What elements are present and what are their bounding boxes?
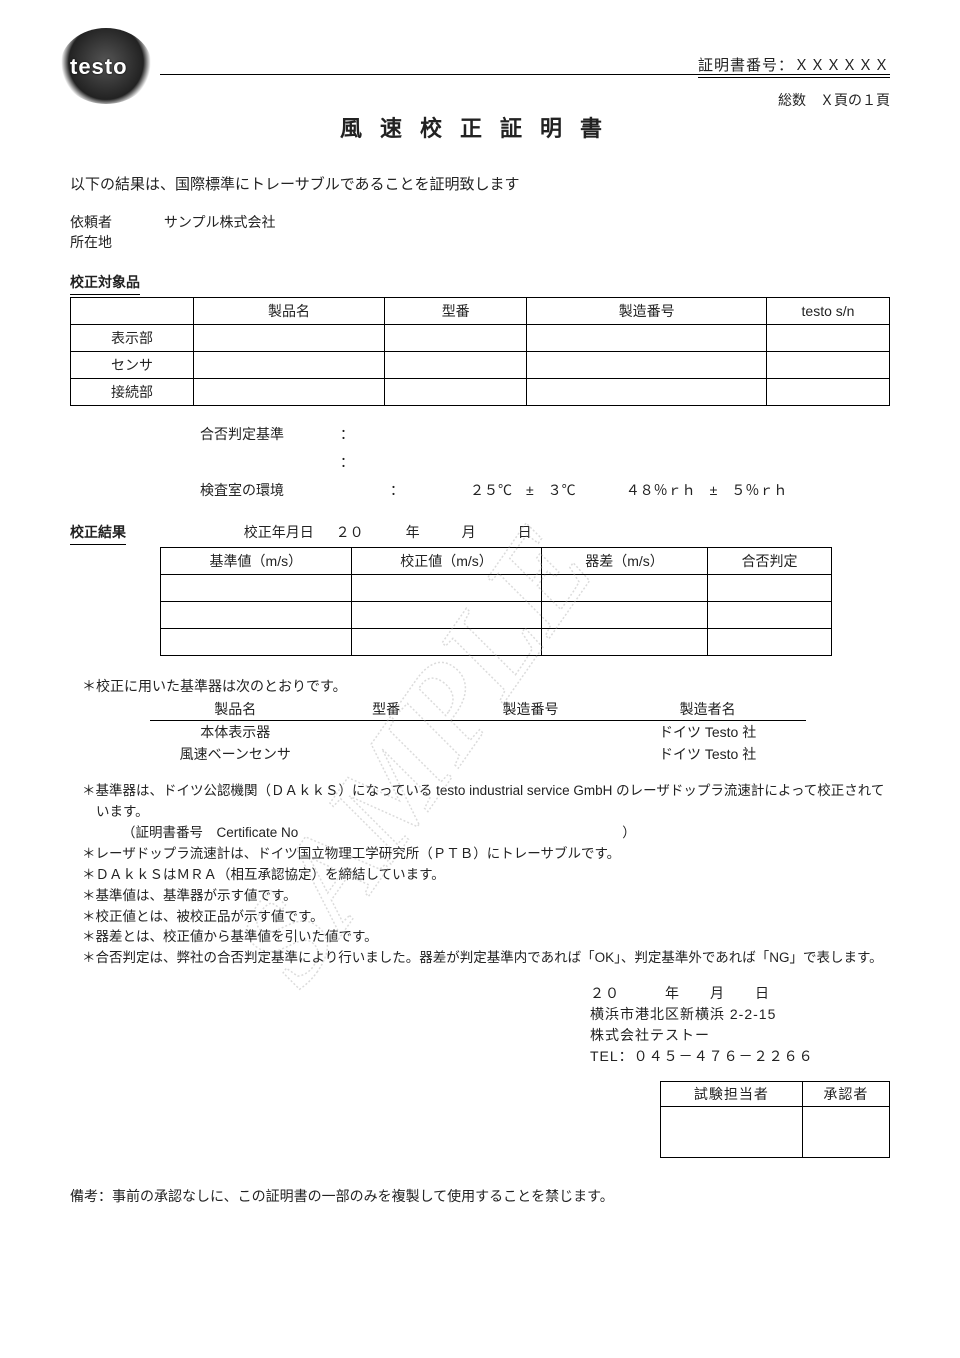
cell bbox=[767, 379, 890, 406]
page-count: 総数 Ｘ頁の１頁 bbox=[698, 90, 890, 110]
note-item: ＊器差とは、校正値から基準値を引いた値です。 bbox=[82, 927, 890, 948]
ref-maker: ドイツ Testo 社 bbox=[609, 743, 806, 765]
notes-block: ＊基準器は、ドイツ公認機関（ＤＡｋｋＳ）になっている testo industr… bbox=[82, 781, 890, 969]
cell bbox=[194, 325, 385, 352]
cal-date-label: 校正年月日 bbox=[244, 524, 314, 540]
note-item: ＊基準器は、ドイツ公認機関（ＤＡｋｋＳ）になっている testo industr… bbox=[82, 781, 890, 823]
ref-maker: ドイツ Testo 社 bbox=[609, 721, 806, 744]
note-item: ＊基準値は、基準器が示す値です。 bbox=[82, 886, 890, 907]
table-row: 風速ベーンセンサ ドイツ Testo 社 bbox=[150, 743, 806, 765]
results-header-ref: 基準値（m/s） bbox=[161, 548, 352, 575]
row-label: 接続部 bbox=[71, 379, 194, 406]
note-cert-no: （証明書番号 Certificate No ） bbox=[122, 823, 890, 844]
ref-header-serial: 製造番号 bbox=[452, 698, 609, 721]
logo-text: testo bbox=[70, 54, 128, 80]
cell bbox=[385, 352, 527, 379]
note-item: ＊レーザドップラ流速計は、ドイツ国立物理工学研究所（ＰＴＢ）にトレーサブルです。 bbox=[82, 844, 890, 865]
items-header-blank bbox=[71, 298, 194, 325]
row-label: 表示部 bbox=[71, 325, 194, 352]
sign-tester-label: 試験担当者 bbox=[661, 1082, 803, 1107]
env-temp: ２５℃ ± ３℃ bbox=[470, 476, 576, 504]
results-header: 校正結果 校正年月日 ２０ 年 月 日 bbox=[70, 514, 890, 547]
row-label: センサ bbox=[71, 352, 194, 379]
certificate-page: SAMPLE testo 証明書番号：ＸＸＸＸＸＸ 総数 Ｘ頁の１頁 風速校正証… bbox=[0, 0, 960, 1358]
table-row: 接続部 bbox=[71, 379, 890, 406]
footer-tel: TEL：０４５－４７６－２２６６ bbox=[590, 1046, 890, 1067]
cell bbox=[194, 352, 385, 379]
items-header-model: 型番 bbox=[385, 298, 527, 325]
footer-block: ２０ 年 月 日 横浜市港北区新横浜 2-2-15 株式会社テストー TEL：０… bbox=[70, 983, 890, 1158]
requester-block: 依頼者 サンプル株式会社 所在地 bbox=[70, 212, 890, 252]
table-row: 表示部 bbox=[71, 325, 890, 352]
footer-address: 横浜市港北区新横浜 2-2-15 bbox=[590, 1004, 890, 1025]
cell bbox=[767, 325, 890, 352]
ref-name: 風速ベーンセンサ bbox=[150, 743, 321, 765]
env-humidity: ４８％ｒｈ ± ５％ｒｈ bbox=[626, 476, 788, 504]
table-row bbox=[161, 575, 832, 602]
sign-tester-cell bbox=[661, 1107, 803, 1158]
intro-text: 以下の結果は、国際標準にトレーサブルであることを証明致します bbox=[70, 173, 890, 194]
cal-date-value: ２０ 年 月 日 bbox=[336, 524, 532, 540]
cell bbox=[527, 379, 767, 406]
items-section-label: 校正対象品 bbox=[70, 272, 140, 295]
cell bbox=[385, 379, 527, 406]
results-table: 基準値（m/s） 校正値（m/s） 器差（m/s） 合否判定 bbox=[160, 547, 832, 656]
colon: ： bbox=[340, 420, 370, 448]
table-row bbox=[161, 629, 832, 656]
header-right: 証明書番号：ＸＸＸＸＸＸ 総数 Ｘ頁の１頁 bbox=[698, 54, 890, 110]
items-header-sn: testo s/n bbox=[767, 298, 890, 325]
footer-date: ２０ 年 月 日 bbox=[590, 983, 890, 1004]
results-section-label: 校正結果 bbox=[70, 522, 126, 545]
cell bbox=[767, 352, 890, 379]
table-row bbox=[161, 602, 832, 629]
signature-table: 試験担当者 承認者 bbox=[660, 1081, 890, 1158]
table-row: 本体表示器 ドイツ Testo 社 bbox=[150, 721, 806, 744]
sign-approver-label: 承認者 bbox=[802, 1082, 889, 1107]
judge-criteria-label: 合否判定基準 bbox=[200, 420, 340, 448]
results-header-cal: 校正値（m/s） bbox=[351, 548, 542, 575]
note-item: ＊ＤＡｋｋＳはＭＲＡ（相互承認協定）を締結しています。 bbox=[82, 865, 890, 886]
table-row: センサ bbox=[71, 352, 890, 379]
footer-company: 株式会社テストー bbox=[590, 1025, 890, 1046]
items-header-serial: 製造番号 bbox=[527, 298, 767, 325]
requester-value: サンプル株式会社 bbox=[164, 214, 276, 230]
items-header-name: 製品名 bbox=[194, 298, 385, 325]
document-title: 風速校正証明書 bbox=[70, 111, 890, 143]
ref-equipment-intro: ＊校正に用いた基準器は次のとおりです。 bbox=[82, 676, 890, 696]
requester-label: 依頼者 bbox=[70, 212, 160, 232]
ref-header-name: 製品名 bbox=[150, 698, 321, 721]
env-label: 検査室の環境 bbox=[200, 476, 340, 504]
cell bbox=[385, 325, 527, 352]
ref-header-maker: 製造者名 bbox=[609, 698, 806, 721]
remark-text: 備考：事前の承認なしに、この証明書の一部のみを複製して使用することを禁じます。 bbox=[70, 1186, 890, 1206]
items-table: 製品名 型番 製造番号 testo s/n 表示部 センサ 接続部 bbox=[70, 297, 890, 406]
results-header-judge: 合否判定 bbox=[707, 548, 832, 575]
cert-no-value: ＸＸＸＸＸＸ bbox=[794, 57, 890, 74]
ref-name: 本体表示器 bbox=[150, 721, 321, 744]
ref-equipment-table: 製品名 型番 製造番号 製造者名 本体表示器 ドイツ Testo 社 風速ベーン… bbox=[150, 698, 806, 765]
cert-number: 証明書番号：ＸＸＸＸＸＸ bbox=[698, 54, 890, 78]
criteria-block: 合否判定基準 ： ： 検査室の環境 ： ２５℃ ± ３℃ ４８％ｒｈ ± ５％ｒ… bbox=[200, 420, 890, 504]
cell bbox=[527, 325, 767, 352]
note-item: ＊校正値とは、被校正品が示す値です。 bbox=[82, 907, 890, 928]
sign-approver-cell bbox=[802, 1107, 889, 1158]
cell bbox=[194, 379, 385, 406]
note-item: ＊合否判定は、弊社の合否判定基準により行いました。器差が判定基準内であれば「OK… bbox=[82, 948, 890, 969]
address-label: 所在地 bbox=[70, 232, 160, 252]
results-header-diff: 器差（m/s） bbox=[542, 548, 707, 575]
cert-no-label: 証明書番号： bbox=[698, 57, 794, 74]
ref-header-model: 型番 bbox=[321, 698, 452, 721]
cell bbox=[527, 352, 767, 379]
